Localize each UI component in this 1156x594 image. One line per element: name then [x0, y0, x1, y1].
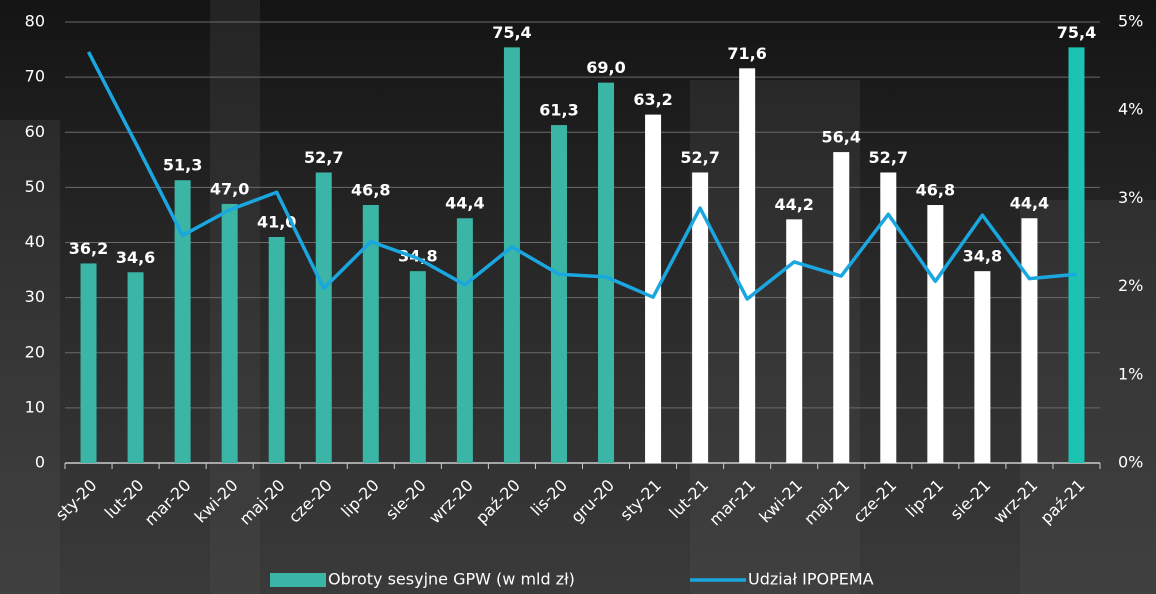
bar — [645, 114, 662, 464]
y-tick-label: 30 — [25, 287, 45, 306]
value-label: 71,6 — [727, 44, 766, 63]
bar — [503, 47, 520, 464]
y-tick-label: 60 — [25, 122, 45, 141]
bar — [974, 271, 991, 463]
value-label: 47,0 — [210, 179, 249, 198]
value-label: 51,3 — [163, 156, 202, 175]
y2-tick-label: 4% — [1118, 100, 1143, 119]
y-tick-label: 50 — [25, 177, 45, 196]
bar — [456, 218, 473, 463]
value-label: 34,8 — [963, 247, 1002, 266]
value-label: 75,4 — [492, 23, 531, 42]
y2-tick-label: 5% — [1118, 12, 1143, 31]
value-label: 61,3 — [539, 101, 578, 120]
bar — [1021, 218, 1038, 463]
value-label: 69,0 — [586, 58, 625, 77]
value-label: 46,8 — [351, 181, 390, 200]
bar — [127, 272, 144, 463]
value-label: 75,4 — [1057, 23, 1096, 42]
value-label: 52,7 — [869, 148, 908, 167]
value-label: 41,0 — [257, 212, 296, 231]
bar — [598, 82, 615, 463]
value-label: 52,7 — [680, 148, 719, 167]
bar — [174, 180, 191, 464]
value-label: 44,4 — [445, 194, 484, 213]
bar — [786, 219, 803, 463]
bar — [221, 203, 238, 463]
line — [86, 51, 1077, 301]
legend-label: Obroty sesyjne GPW (w mld zł) — [328, 570, 575, 589]
y2-tick-label: 2% — [1118, 276, 1143, 295]
y-tick-label: 70 — [25, 67, 45, 86]
bar — [409, 271, 426, 463]
legend-swatch — [270, 573, 326, 587]
bar — [692, 172, 709, 463]
bar — [268, 236, 285, 463]
bar — [739, 68, 756, 464]
bar — [880, 172, 897, 463]
y-tick-label: 40 — [25, 232, 45, 251]
bar — [1068, 47, 1085, 464]
bar — [833, 152, 850, 463]
value-label: 46,8 — [916, 181, 955, 200]
bar — [927, 205, 944, 463]
value-label: 63,2 — [633, 90, 672, 109]
bar — [362, 205, 379, 463]
y-tick-label: 10 — [25, 397, 45, 416]
legend-label: Udział IPOPEMA — [748, 570, 874, 589]
value-label: 56,4 — [822, 128, 861, 147]
y-tick-label: 20 — [25, 342, 45, 361]
bar — [80, 263, 97, 463]
y2-tick-label: 3% — [1118, 188, 1143, 207]
value-label: 52,7 — [304, 148, 343, 167]
bar — [550, 125, 567, 464]
y2-tick-label: 1% — [1118, 364, 1143, 383]
value-label: 34,6 — [116, 248, 155, 267]
bar — [315, 172, 332, 463]
value-label: 34,8 — [398, 247, 437, 266]
value-label: 36,2 — [69, 239, 108, 258]
value-label: 44,4 — [1010, 194, 1049, 213]
y-tick-label: 80 — [25, 12, 45, 31]
y-tick-label: 0 — [35, 453, 45, 472]
value-label: 44,2 — [774, 195, 813, 214]
y2-tick-label: 0% — [1118, 453, 1143, 472]
